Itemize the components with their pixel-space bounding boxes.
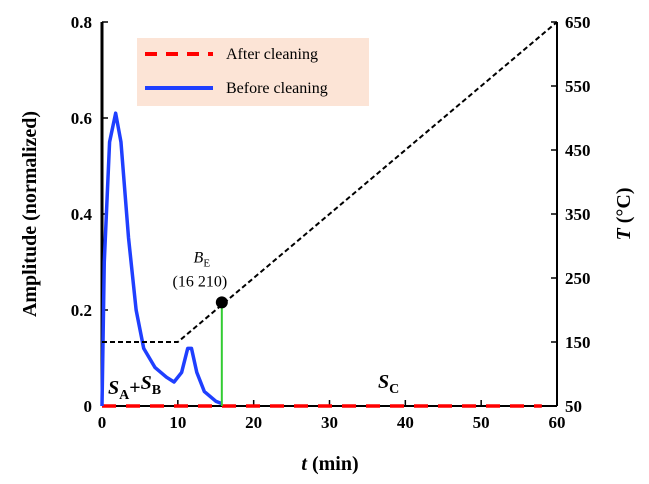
y2-label-var: T (613, 227, 635, 240)
region-label-part: S (378, 371, 389, 393)
region-label-part: S (108, 377, 119, 399)
region-label-part: B (152, 383, 161, 398)
y2-tick-label: 350 (565, 205, 591, 224)
y2-label-unit: (°C) (613, 188, 635, 229)
y-tick-label: 0.2 (71, 301, 92, 320)
marker-point (215, 296, 228, 309)
marker-label: BE (194, 249, 211, 269)
region-label: SC (378, 371, 399, 397)
series-line (102, 21, 558, 343)
x-tick-label: 60 (549, 413, 566, 432)
y-axis-label: Amplitude (normalized) (19, 111, 41, 317)
region-label-part: C (389, 382, 399, 397)
region-label-part: + (129, 377, 140, 399)
x-tick-label: 0 (98, 413, 107, 432)
y2-axis-label: T (°C) (613, 188, 635, 241)
y2-tick-label: 550 (565, 77, 591, 96)
y2-tick-label: 450 (565, 141, 591, 160)
marker-label-sub: E (203, 257, 210, 269)
x-axis-label: t (min) (301, 453, 358, 475)
y-tick-label: 0.8 (71, 13, 92, 32)
x-tick-label: 20 (245, 413, 262, 432)
legend-box (137, 38, 369, 106)
legend-label: After cleaning (226, 46, 318, 63)
x-tick-label: 40 (397, 413, 414, 432)
y-tick-label: 0 (84, 397, 93, 416)
series-line (100, 111, 223, 407)
y-tick-label: 0.4 (71, 205, 93, 224)
x-label-unit: (min) (307, 453, 359, 475)
region-label: SA+SB (108, 372, 161, 403)
y2-tick-label: 150 (565, 333, 591, 352)
y2-tick-label: 250 (565, 269, 591, 288)
region-label-part: S (141, 372, 152, 394)
y-tick-label: 0.6 (71, 109, 92, 128)
region-label-part: A (119, 388, 130, 403)
marker-label-main: B (194, 249, 204, 266)
y2-tick-label: 50 (565, 397, 582, 416)
x-tick-label: 50 (473, 413, 490, 432)
x-tick-label: 10 (169, 413, 186, 432)
x-label-var: t (301, 453, 308, 475)
x-tick-label: 30 (321, 413, 338, 432)
legend-label: Before cleaning (226, 80, 328, 97)
y2-tick-label: 650 (565, 13, 591, 32)
marker-coords: (16 210) (172, 273, 227, 290)
